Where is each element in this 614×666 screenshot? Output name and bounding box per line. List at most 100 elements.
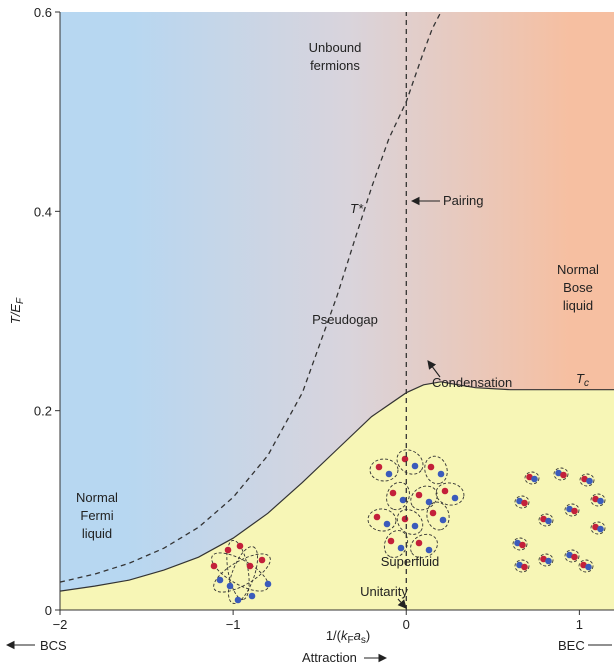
spin-down-particle (425, 498, 433, 506)
x-tick-label: −2 (53, 617, 68, 632)
pair-outline (538, 553, 554, 567)
spin-up-particle (526, 473, 533, 481)
spin-up-particle (571, 507, 578, 515)
spin-down-particle (555, 469, 562, 477)
spin-down-particle (216, 576, 224, 584)
spin-up-particle (521, 499, 528, 507)
region-label-superfluid: Superfluid (381, 554, 440, 569)
pair-outline (227, 546, 259, 604)
spin-down-particle (264, 580, 272, 588)
condensation-label: Condensation (432, 375, 512, 390)
spin-down-particle (545, 557, 552, 565)
y-tick-label: 0.2 (34, 404, 52, 419)
spin-up-particle (427, 463, 435, 471)
pair-outline (564, 549, 580, 563)
particle-illustrations (210, 449, 606, 604)
spin-down-particle (566, 551, 573, 559)
spin-up-particle (581, 475, 588, 483)
spin-down-particle (226, 582, 234, 590)
spin-up-particle (415, 539, 423, 547)
attraction-label: Attraction (302, 650, 357, 665)
unitarity-label: Unitarity (360, 584, 408, 599)
plot-area (60, 12, 614, 610)
pair-outline (367, 508, 397, 532)
spin-up-particle (519, 541, 526, 549)
spin-down-particle (425, 546, 433, 554)
pair-outline (590, 521, 606, 535)
spin-up-particle (540, 555, 547, 563)
pair-outline (386, 481, 410, 511)
pair-outline (578, 559, 594, 573)
bec-label: BEC (558, 638, 585, 653)
spin-up-particle (210, 562, 218, 570)
pair-outline (396, 449, 424, 475)
spin-up-particle (401, 455, 409, 463)
spin-down-particle (451, 494, 459, 502)
bcs-label: BCS (40, 638, 67, 653)
tstar-label: T* (350, 201, 364, 216)
spin-down-particle (439, 516, 447, 524)
spin-up-particle (592, 495, 599, 503)
spin-up-particle (236, 542, 244, 550)
pair-outline (524, 471, 540, 485)
spin-down-particle (234, 596, 242, 604)
spin-up-particle (401, 515, 409, 523)
spin-down-particle (385, 470, 393, 478)
spin-up-particle (224, 546, 232, 554)
tc-curve (60, 381, 614, 592)
spin-down-particle (411, 522, 419, 530)
spin-down-particle (248, 592, 256, 600)
spin-up-particle (373, 513, 381, 521)
spin-up-particle (389, 489, 397, 497)
spin-down-particle (411, 462, 419, 470)
region-label-bose: Normal Bose liquid (557, 262, 599, 313)
x-tick-label: 1 (576, 617, 583, 632)
spin-down-particle (597, 525, 604, 533)
y-tick-label: 0.4 (34, 204, 52, 219)
pair-outline (553, 467, 569, 481)
spin-up-particle (246, 562, 254, 570)
spin-up-particle (571, 553, 578, 561)
spin-down-particle (585, 563, 592, 571)
pair-outline (369, 458, 399, 482)
spin-down-particle (514, 539, 521, 547)
x-axis-ticks: −2 −1 0 1 (53, 610, 583, 632)
spin-up-particle (429, 509, 437, 517)
spin-down-particle (397, 544, 405, 552)
condensation-arrow (427, 360, 441, 378)
spin-down-particle (437, 470, 445, 478)
unitarity-arrow (397, 598, 407, 609)
pair-outline (410, 485, 438, 511)
spin-down-particle (399, 496, 407, 504)
spin-down-particle (597, 497, 604, 505)
region-label-pseudogap: Pseudogap (312, 312, 378, 327)
pair-outline (213, 553, 271, 593)
spin-up-particle (441, 487, 449, 495)
y-tick-label: 0 (45, 603, 52, 618)
spin-up-particle (375, 463, 383, 471)
pair-outline (579, 473, 595, 487)
spin-down-particle (516, 561, 523, 569)
spin-down-particle (383, 520, 391, 528)
pair-outline (538, 513, 554, 527)
pair-outline (512, 537, 528, 551)
pair-outline (424, 455, 448, 485)
pair-outline (426, 501, 450, 531)
region-label-fermi: Normal Fermi liquid (76, 490, 118, 541)
pair-outline (396, 509, 424, 535)
spin-up-particle (580, 561, 587, 569)
spin-down-particle (566, 505, 573, 513)
spin-up-particle (592, 523, 599, 531)
region-label-unbound: Unbound fermions (309, 40, 362, 73)
pair-outline (383, 530, 409, 558)
spin-down-particle (545, 517, 552, 525)
spin-down-particle (531, 475, 538, 483)
spin-up-particle (258, 556, 266, 564)
y-axis-ticks: 0 0.2 0.4 0.6 (34, 5, 60, 618)
y-tick-label: 0.6 (34, 5, 52, 20)
spin-up-particle (387, 537, 395, 545)
spin-up-particle (540, 515, 547, 523)
superfluid-region (60, 381, 614, 610)
x-tick-label: 0 (403, 617, 410, 632)
